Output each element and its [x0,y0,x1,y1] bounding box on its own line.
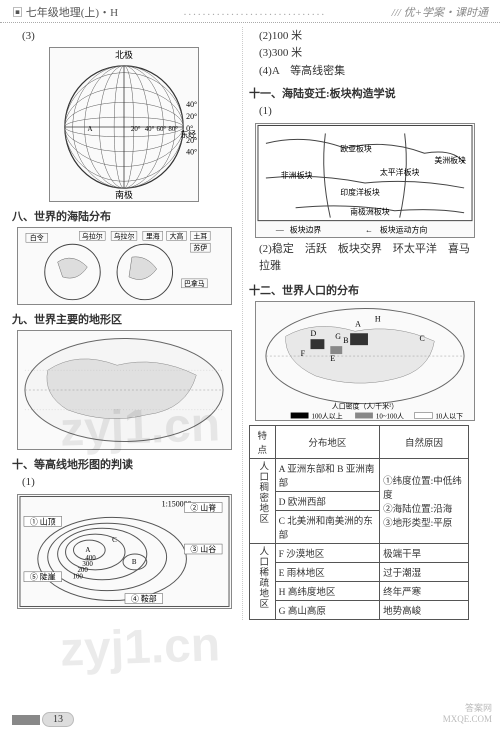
ans-2: (2)100 米 [259,29,480,44]
svg-text:A: A [85,547,90,554]
svg-text:乌拉尔: 乌拉尔 [113,232,134,241]
dense-label: 人口稠密地区 [250,458,276,543]
dense-row-2: D 欧洲西部 [275,491,379,510]
dense-row-1: A 亚洲东部和 B 亚洲南部 [275,458,379,491]
q11-1: (1) [259,104,480,119]
sparse-row-3a: H 高纬度地区 [275,581,379,600]
svg-text:A: A [355,319,361,328]
svg-text:40°: 40° [186,101,197,110]
footer-bar [12,715,40,725]
svg-text:—: — [274,225,283,234]
svg-text:10人以下: 10人以下 [435,412,463,420]
svg-text:欧亚板块: 欧亚板块 [340,143,372,153]
q10-1: (1) [22,475,236,490]
page-number: 13 [42,712,74,727]
svg-text:A: A [87,126,92,133]
sparse-row-2a: E 雨林地区 [275,562,379,581]
svg-text:10~100人: 10~100人 [375,412,403,420]
th-trait: 特点 [250,425,276,458]
svg-text:土耳: 土耳 [193,232,207,241]
svg-text:B: B [343,336,348,345]
svg-text:⑤ 陡崖: ⑤ 陡崖 [29,572,55,582]
svg-text:人口密度（人/千米²）: 人口密度（人/千米²） [331,401,397,410]
svg-text:② 山脊: ② 山脊 [190,502,216,512]
svg-text:E: E [330,354,335,363]
svg-text:80°: 80° [168,126,178,133]
ans-4: (4)A 等高线密集 [259,64,480,79]
sparse-row-2b: 过于潮湿 [380,562,469,581]
svg-text:苏伊: 苏伊 [193,244,207,253]
south-label: 南极 [115,189,133,200]
section-11-title: 十一、海陆变迁:板块构造学说 [249,85,480,101]
svg-text:60°: 60° [157,126,167,133]
svg-text:G: G [335,332,341,341]
svg-text:20°: 20° [131,126,141,133]
svg-text:白令: 白令 [29,234,43,243]
svg-text:太平洋板块: 太平洋板块 [379,167,419,177]
svg-text:100人以上: 100人以上 [311,411,342,420]
dense-reasons: ①纬度位置:中低纬度 ②海陆位置:沿海 ③地形类型:平原 [380,458,469,543]
watermark-2: zyj1.cn [59,617,221,678]
section-10-title: 十、等高线地形图的判读 [12,456,236,472]
svg-text:C: C [112,537,117,544]
svg-text:D: D [310,329,316,338]
svg-text:H: H [374,314,380,323]
ans-11-2: (2)稳定 活跃 板块交界 环太平洋 喜马拉雅 [259,241,480,276]
sparse-row-1a: F 沙漠地区 [275,543,379,562]
sparse-label: 人口稀疏地区 [250,543,276,619]
svg-text:① 山顶: ① 山顶 [29,516,55,526]
population-figure: A B C D E F G H 人口密度（人/千米²） 100人以上 10~10… [255,301,475,421]
svg-text:大高: 大高 [169,232,183,241]
header-dots: .............................. [118,6,392,18]
svg-text:←: ← [365,225,373,234]
q3-label: (3) [22,29,236,44]
north-label: 北极 [115,49,133,60]
svg-text:乌拉尔: 乌拉尔 [81,232,102,241]
section-12-title: 十二、世界人口的分布 [249,282,480,298]
bottom-watermark: 答案网MXQE.COM [443,703,492,725]
sparse-row-1b: 极端干旱 [380,543,469,562]
svg-text:板块边界: 板块边界 [289,224,321,234]
svg-text:B: B [131,559,136,566]
sparse-row-4a: G 高山高原 [275,600,379,619]
svg-text:40°: 40° [186,148,197,157]
svg-text:400: 400 [85,555,96,562]
svg-text:④ 鞍部: ④ 鞍部 [130,593,156,603]
svg-text:南极洲板块: 南极洲板块 [350,206,390,216]
th-region: 分布地区 [275,425,379,458]
terrain-figure [17,330,232,450]
ans-3: (3)300 米 [259,46,480,61]
svg-text:20°: 20° [186,112,197,121]
header-left: ▣ 七年级地理(上)・H [12,4,118,20]
svg-text:板块运动方向: 板块运动方向 [379,224,427,234]
hemispheres-figure: 白令 乌拉尔 乌拉尔 里海 大高 土耳 苏伊 巴拿马 [17,227,232,305]
th-reason: 自然原因 [380,425,469,458]
svg-text:40°: 40° [145,126,155,133]
right-column: (2)100 米 (3)300 米 (4)A 等高线密集 十一、海陆变迁:板块构… [242,27,480,620]
svg-text:F: F [300,349,305,358]
section-9-title: 九、世界主要的地形区 [12,311,236,327]
svg-text:印度洋板块: 印度洋板块 [340,186,380,196]
sparse-row-4b: 地势高峻 [380,600,469,619]
section-8-title: 八、世界的海陆分布 [12,208,236,224]
population-table: 特点 分布地区 自然原因 人口稠密地区 A 亚洲东部和 B 亚洲南部 ①纬度位置… [249,425,469,620]
contour-figure: 1:150000 A B C 100 200 300 400 ① 山顶 ② 山脊 [17,494,232,609]
svg-text:C: C [419,334,424,343]
globe-figure: 北极 A 40° 20° 0° 20° 40° 20° 40° [49,47,199,202]
svg-text:里海: 里海 [145,232,159,241]
svg-text:非洲板块: 非洲板块 [280,170,312,180]
left-column: (3) 北极 A 40° 20° 0° 20° 40° [12,27,242,620]
svg-text:100: 100 [72,574,83,581]
plates-figure: 欧亚板块 美洲板块 非洲板块 太平洋板块 印度洋板块 南极洲板块 — 板块边界 … [255,123,475,238]
svg-text:东经: 东经 [180,129,196,139]
header-right: /// 优+学案・课时通 [392,4,488,20]
svg-text:③ 山谷: ③ 山谷 [190,544,216,554]
svg-text:巴拿马: 巴拿马 [183,279,204,288]
sparse-row-3b: 终年严寒 [380,581,469,600]
footer: 13 [12,712,74,727]
svg-text:美洲板块: 美洲板块 [434,155,466,165]
dense-row-3: C 北美洲和南美洲的东部 [275,510,379,543]
